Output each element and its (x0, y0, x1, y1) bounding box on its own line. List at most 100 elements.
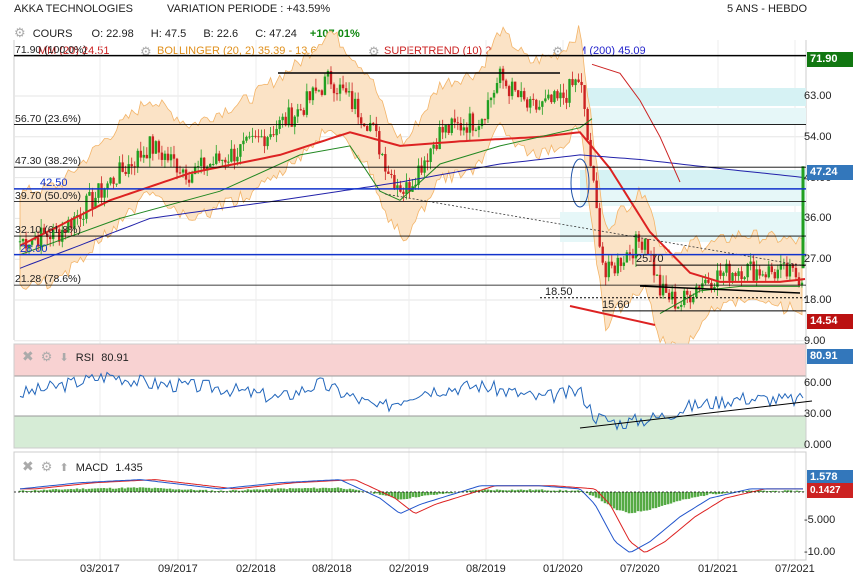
macd-value: 1.435 (115, 462, 143, 474)
candle-body (462, 127, 466, 131)
candle-body (166, 153, 170, 161)
candle-body (797, 277, 801, 286)
arrow-up-icon[interactable]: ⬆ (59, 462, 69, 474)
candle-body (725, 263, 728, 273)
candle-body (728, 263, 731, 281)
candle-body (686, 290, 689, 295)
candle-body (800, 282, 804, 286)
legend-low: B: 22.6 (203, 28, 239, 40)
candle-body (272, 134, 275, 136)
candle-body (196, 166, 200, 168)
x-axis-label: 09/2017 (158, 563, 198, 575)
candle-body (743, 277, 746, 280)
candle-body (513, 81, 517, 91)
candle-body (480, 119, 484, 127)
candle-body (387, 171, 390, 174)
candle-body (251, 135, 254, 137)
gear-icon[interactable]: ⚙ (552, 44, 564, 59)
candle-body (553, 91, 556, 103)
candle-body (236, 156, 239, 162)
candle-body (341, 84, 345, 89)
x-axis-label: 08/2019 (466, 563, 506, 575)
candle-body (495, 83, 499, 93)
level-label: 15.60 (602, 298, 630, 311)
candle-body (426, 160, 429, 163)
candle-body (474, 129, 478, 131)
candle-body (408, 182, 411, 192)
gear-icon[interactable]: ⚙ (40, 349, 53, 364)
candle-body (670, 291, 674, 300)
candle-body (676, 306, 680, 309)
candle-body (18, 241, 22, 243)
candle-body (625, 252, 629, 263)
gear-icon[interactable]: ⚙ (368, 44, 380, 59)
close-icon[interactable]: ✖ (22, 348, 34, 364)
candle-body (109, 177, 112, 184)
rsi-label: RSI (75, 352, 95, 364)
close-icon[interactable]: ✖ (22, 458, 34, 474)
candle-body (740, 271, 743, 280)
rsi-line (19, 371, 804, 431)
candle-body (58, 229, 61, 242)
candle-body (369, 122, 372, 131)
candle-body (619, 257, 623, 266)
x-axis-label: 03/2017 (80, 563, 120, 575)
candle-body (239, 144, 242, 157)
candle-body (544, 98, 547, 102)
candle-body (175, 158, 179, 173)
candle-body (375, 123, 378, 132)
arrow-down-icon[interactable]: ⬇ (59, 352, 69, 364)
candle-body (695, 286, 698, 298)
gear-icon[interactable]: ⚙ (14, 25, 26, 40)
company-name: AKKA TECHNOLOGIES (14, 3, 134, 15)
candle-body (36, 237, 40, 247)
candle-body (356, 98, 360, 118)
candle-body (136, 150, 139, 168)
candle-body (344, 88, 348, 93)
candle-body (704, 279, 707, 284)
candle-body (640, 241, 644, 250)
gear-icon[interactable]: ⚙ (140, 44, 152, 59)
gear-icon[interactable]: ⚙ (40, 459, 53, 474)
candle-body (414, 184, 417, 187)
candle-body (761, 274, 764, 276)
candle-body (124, 171, 127, 174)
candle-body (770, 266, 773, 273)
candle-body (622, 262, 626, 266)
candle-body (163, 153, 167, 160)
candle-body (127, 164, 130, 174)
candle-body (350, 91, 354, 110)
candle-body (323, 76, 327, 95)
candle-body (583, 85, 586, 109)
candle-body (616, 257, 620, 274)
price-tick: 27.00 (804, 253, 832, 266)
candle-body (776, 269, 780, 279)
last-price-tag: 47.24 (807, 165, 853, 180)
variation-label: VARIATION PERIODE : +43.59% (167, 3, 331, 15)
candle-body (773, 272, 777, 279)
candle-body (187, 179, 191, 183)
candle-body (595, 180, 598, 209)
rsi-oversold-zone (14, 416, 806, 448)
candle-body (631, 254, 635, 259)
candle-body (550, 94, 553, 103)
candle-body (701, 283, 704, 289)
candle-body (698, 286, 701, 289)
candle-body (169, 154, 173, 161)
legend-open: O: 22.98 (91, 28, 134, 40)
level-label: 25.70 (636, 253, 664, 266)
supertrend-up-line (659, 285, 800, 315)
candle-body (764, 274, 767, 278)
candle-body (746, 263, 749, 278)
candle-body (562, 92, 565, 98)
candle-body (604, 262, 607, 278)
macd-tag: 1.578 (807, 470, 853, 485)
candle-body (664, 283, 668, 293)
candle-body (151, 136, 155, 154)
candle-body (27, 244, 31, 249)
candle-body (70, 219, 73, 229)
period-label: 5 ANS - HEBDO (727, 3, 808, 15)
legend-mm20: MM (20) 24.51 (38, 45, 110, 57)
chart-header: AKKA TECHNOLOGIES VARIATION PERIODE : +4… (0, 0, 855, 18)
